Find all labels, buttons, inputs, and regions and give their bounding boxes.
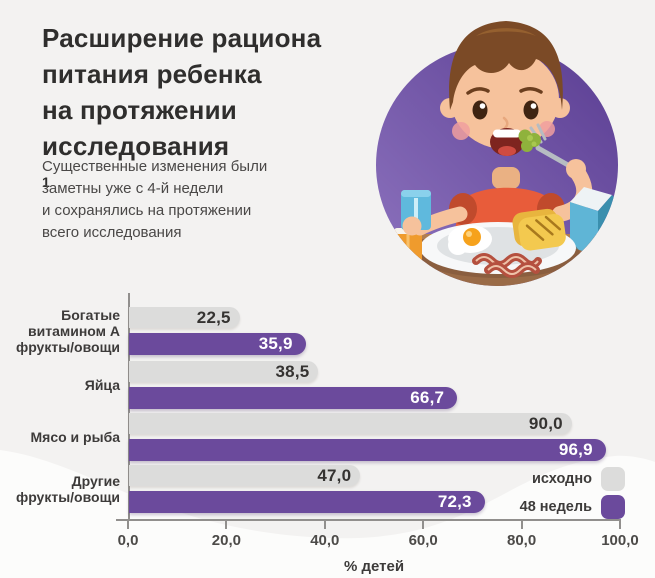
bar-baseline-1 [129, 361, 319, 382]
value-label: 96,9 [558, 440, 593, 459]
title-line: исследования 1 [42, 131, 230, 190]
x-axis-title: % детей [343, 558, 405, 575]
page-title: Расширение рациона питания ребенка на пр… [42, 20, 372, 206]
bar-baseline-0 [129, 307, 240, 328]
value-label: 38,5 [275, 362, 310, 381]
x-tick [520, 521, 523, 529]
x-tick-label: 60,0 [408, 532, 438, 549]
bar-baseline-2 [129, 413, 572, 434]
title-line: Расширение рациона [42, 23, 322, 53]
x-tick [422, 521, 425, 529]
bar-baseline-3 [129, 465, 361, 486]
value-label: 22,5 [196, 308, 231, 327]
broccoli [518, 129, 541, 152]
footnote-marker: 1 [42, 174, 50, 190]
fried-egg-icon [448, 225, 492, 255]
x-axis-line [116, 519, 621, 521]
x-tick [619, 521, 621, 529]
title-line: на протяжении [42, 95, 237, 125]
bar-48weeks-3 [129, 491, 485, 513]
value-label: 90,0 [528, 414, 563, 433]
value-label: 47,0 [317, 466, 352, 485]
bar-48weeks-1 [129, 387, 458, 409]
legend-swatch-48weeks [601, 495, 625, 519]
x-tick-label: 40,0 [310, 532, 340, 549]
x-tick [225, 521, 228, 529]
bar-48weeks-2 [129, 439, 606, 461]
category-label: Мясо и рыба [30, 429, 121, 445]
illustration-boy-eating [376, 21, 618, 286]
x-tick-label: 80,0 [506, 532, 537, 549]
value-label: 72,3 [437, 492, 472, 511]
value-label: 66,7 [410, 388, 445, 407]
x-tick-label: 20,0 [211, 532, 241, 549]
legend-swatch-baseline [601, 467, 625, 491]
x-tick [127, 521, 129, 529]
x-tick-label: 0,0 [117, 532, 139, 549]
x-tick-label: 100,0 [601, 532, 639, 549]
x-tick [323, 521, 326, 529]
subtitle: Существенные изменения были заметны уже … [42, 158, 268, 241]
toast-icon [512, 208, 566, 251]
legend-label-48weeks: 48 недель [519, 499, 592, 515]
category-label: Яйца [84, 377, 120, 393]
legend-label-baseline: исходно [532, 471, 592, 487]
value-label: 35,9 [258, 334, 293, 353]
title-line: питания ребенка [42, 59, 262, 89]
boy-left-arm [401, 190, 468, 236]
category-label: Другие фрукты/овощи [15, 473, 120, 505]
bacon-icon [472, 253, 542, 278]
milk-carton-icon [570, 187, 616, 256]
bar-48weeks-0 [129, 333, 306, 355]
